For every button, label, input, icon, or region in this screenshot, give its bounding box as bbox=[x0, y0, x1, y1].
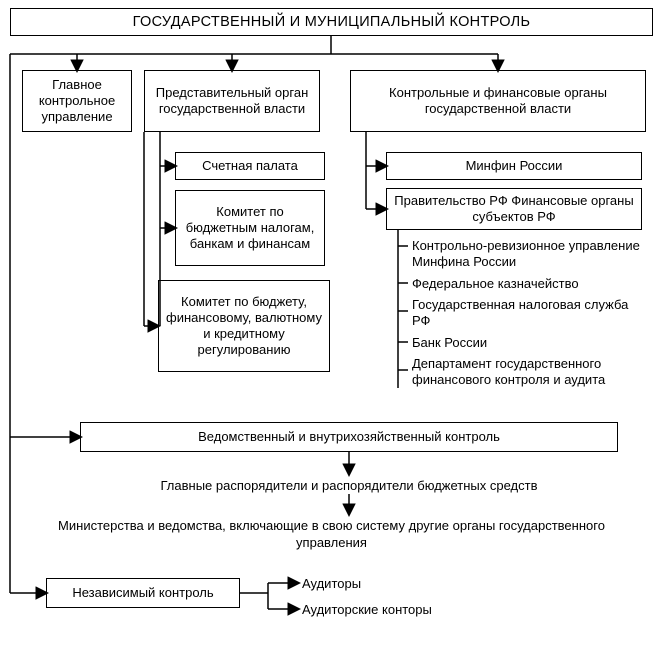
lower-t1-text: Главные распорядители и распорядители бю… bbox=[161, 478, 538, 493]
lower-a2: Аудиторские конторы bbox=[302, 602, 432, 619]
col3-b1-text: Минфин России bbox=[466, 158, 563, 174]
col3-li-1: Федеральное казначейство bbox=[412, 276, 650, 292]
lower-b2: Независимый контроль bbox=[46, 578, 240, 608]
col3-li-0-text: Контрольно-ревизионное управление Минфин… bbox=[412, 238, 640, 269]
col2-b1-text: Счетная палата bbox=[202, 158, 298, 174]
lower-b1: Ведомственный и внутрихозяйственный конт… bbox=[80, 422, 618, 452]
lower-b1-text: Ведомственный и внутрихозяйственный конт… bbox=[198, 429, 500, 445]
col3-li-4-text: Департамент государственного финансового… bbox=[412, 356, 605, 387]
col3-li-2-text: Государственная налоговая служба РФ bbox=[412, 297, 628, 328]
col2-b2-text: Комитет по бюджетным налогам, банкам и ф… bbox=[182, 204, 318, 253]
col3-li-4: Департамент государственного финансового… bbox=[412, 356, 650, 389]
lower-b2-text: Независимый контроль bbox=[72, 585, 213, 601]
col2-b1: Счетная палата bbox=[175, 152, 325, 180]
title-box: ГОСУДАРСТВЕННЫЙ И МУНИЦИПАЛЬНЫЙ КОНТРОЛЬ bbox=[10, 8, 653, 36]
lower-t2: Министерства и ведомства, включающие в с… bbox=[30, 518, 633, 552]
col2-head: Представительный орган государственной в… bbox=[144, 70, 320, 132]
col1-head-text: Главное контрольное управление bbox=[29, 77, 125, 126]
lower-t1: Главные распорядители и распорядители бю… bbox=[80, 478, 618, 495]
lower-t2-text: Министерства и ведомства, включающие в с… bbox=[58, 518, 605, 550]
col3-li-2: Государственная налоговая служба РФ bbox=[412, 297, 650, 330]
col2-b3-text: Комитет по бюджету, финансовому, валютно… bbox=[165, 294, 323, 359]
col3-li-3-text: Банк России bbox=[412, 335, 487, 350]
col2-b3: Комитет по бюджету, финансовому, валютно… bbox=[158, 280, 330, 372]
title-text: ГОСУДАРСТВЕННЫЙ И МУНИЦИПАЛЬНЫЙ КОНТРОЛЬ bbox=[133, 13, 531, 31]
col2-head-text: Представительный орган государственной в… bbox=[151, 85, 313, 118]
col3-li-1-text: Федеральное казначейство bbox=[412, 276, 579, 291]
col2-b2: Комитет по бюджетным налогам, банкам и ф… bbox=[175, 190, 325, 266]
col1-head: Главное контрольное управление bbox=[22, 70, 132, 132]
col3-li-3: Банк России bbox=[412, 335, 650, 351]
col3-b1: Минфин России bbox=[386, 152, 642, 180]
col3-li-0: Контрольно-ревизионное управление Минфин… bbox=[412, 238, 650, 271]
col3-head-text: Контрольные и финансовые органы государс… bbox=[357, 85, 639, 118]
col3-b2: Правительство РФ Финансовые органы субъе… bbox=[386, 188, 642, 230]
col3-b2-text: Правительство РФ Финансовые органы субъе… bbox=[393, 193, 635, 226]
lower-a1: Аудиторы bbox=[302, 576, 361, 593]
col3-head: Контрольные и финансовые органы государс… bbox=[350, 70, 646, 132]
lower-a1-text: Аудиторы bbox=[302, 576, 361, 591]
lower-a2-text: Аудиторские конторы bbox=[302, 602, 432, 617]
